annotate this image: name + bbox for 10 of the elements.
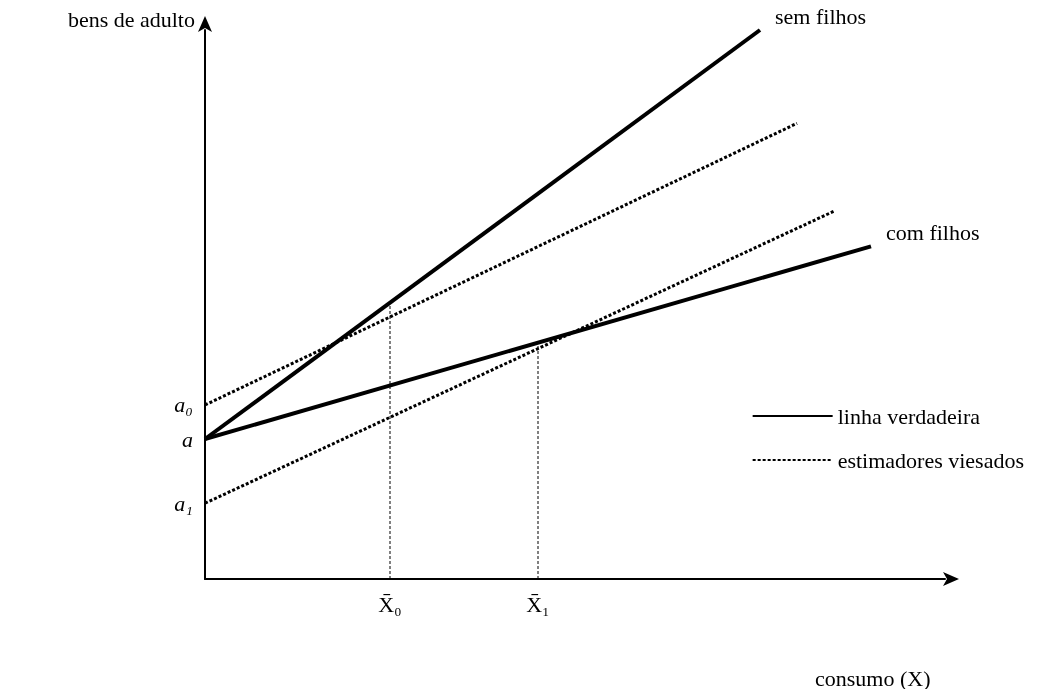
text: sem filhos	[775, 3, 867, 29]
annotation: com filhos	[886, 219, 980, 245]
text: a₀	[174, 392, 193, 418]
text: a	[182, 426, 193, 452]
y-axis-title: bens de adulto	[67, 6, 195, 32]
legend-label: linha verdadeira	[837, 403, 981, 429]
x-tick-label: X̄₀	[378, 591, 402, 617]
legend-label: estimadores viesados	[837, 447, 1025, 473]
text: a₁	[174, 490, 193, 516]
x-tick-label: X̄₁	[526, 591, 550, 617]
